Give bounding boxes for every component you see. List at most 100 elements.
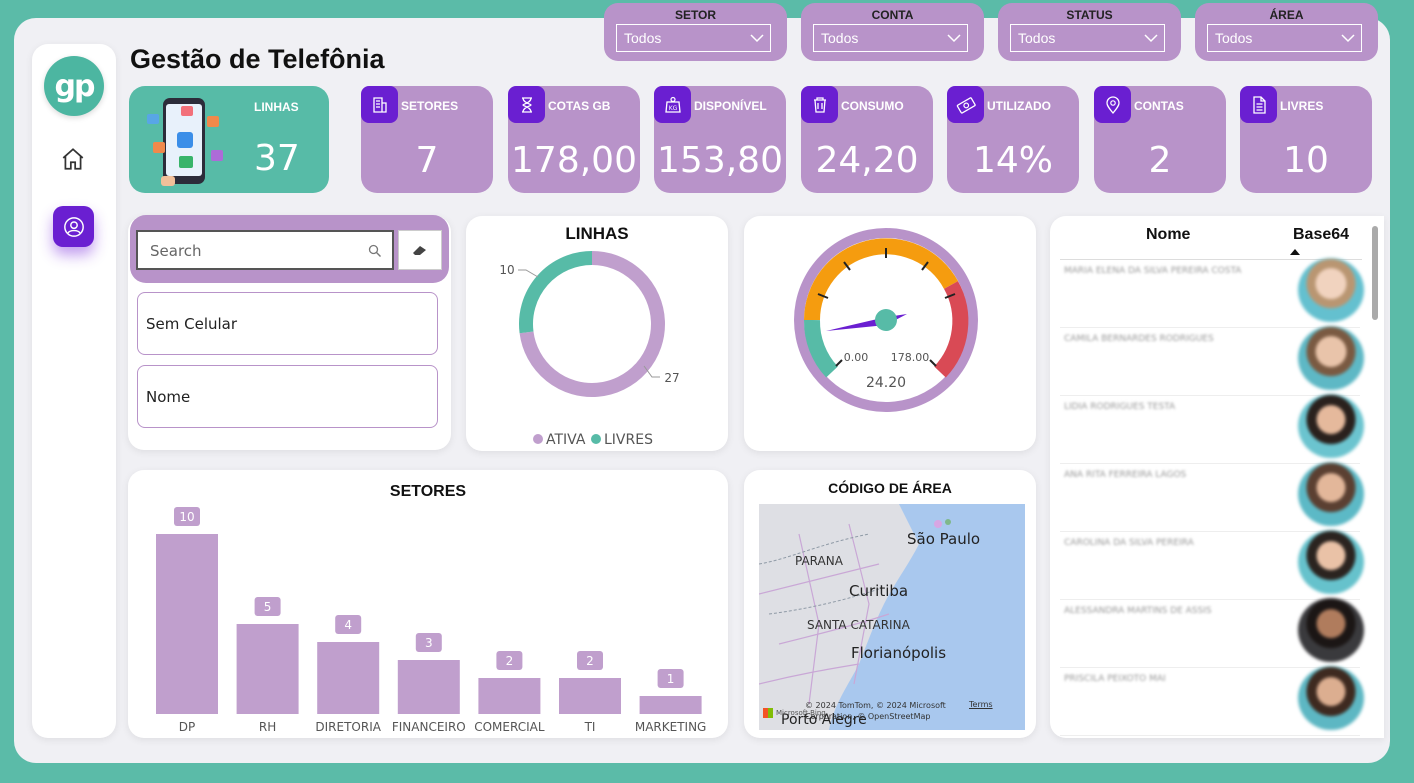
kpi-contas-card: CONTAS 2 — [1094, 86, 1226, 193]
table-row[interactable]: PRISCILA PEIXOTO MAI — [1060, 666, 1364, 736]
table-row[interactable]: LIDIA RODRIGUES TESTA — [1060, 394, 1364, 464]
setores-chart-card: SETORES 10 DP 5 RH 4 DIRETORIA 3 FINANCEIRO 2 COM… — [128, 470, 728, 738]
filter-area-dropdown[interactable]: Todos — [1207, 24, 1362, 52]
avatar — [1298, 598, 1364, 662]
kpi-label: UTILIZADO — [987, 99, 1051, 113]
kpi-label: LIVRES — [1280, 99, 1324, 113]
avatar — [1298, 394, 1364, 458]
map-brand: Microsoft Bing — [776, 709, 826, 717]
kpi-label: LINHAS — [254, 100, 299, 114]
donut-leader-line — [518, 269, 539, 278]
table-scrollbar[interactable] — [1372, 226, 1378, 320]
gp-logo: gp — [44, 56, 104, 116]
bar-value-badge — [415, 633, 442, 652]
donut-slice-livres[interactable] — [519, 251, 593, 334]
blurred-name: MARIA ELENA DA SILVA PEREIRA COSTA — [1064, 266, 1242, 276]
gauge-arc-teal — [804, 319, 839, 378]
filter-setor-dropdown[interactable]: Todos — [616, 24, 771, 52]
filter-status-dropdown[interactable]: Todos — [1010, 24, 1165, 52]
donut-chart-card: LINHAS 27 10 ATIVA LIVRES — [466, 216, 728, 451]
filter-conta: CONTA Todos — [801, 3, 984, 61]
table-row[interactable]: CAMILA BERNARDES RODRIGUES — [1060, 326, 1364, 396]
blurred-name: LIDIA RODRIGUES TESTA — [1064, 402, 1176, 412]
filter-label: SETOR — [674, 8, 717, 22]
kpi-value: 24,20 — [815, 140, 919, 181]
filter-conta-dropdown[interactable]: Todos — [813, 24, 968, 52]
donut-slice-ativa[interactable] — [519, 251, 665, 397]
user-circle-icon — [63, 216, 84, 237]
column-header-nome[interactable]: Nome — [1146, 226, 1191, 243]
bar-diretoria[interactable] — [317, 642, 380, 714]
map-label-florianopolis: Florianópolis — [851, 644, 947, 662]
kpi-label: CONTAS — [1134, 99, 1184, 113]
bar-category-label: COMERCIAL — [474, 720, 545, 734]
bar-dp[interactable] — [156, 534, 218, 714]
page-title: Gestão de Telefônia — [130, 44, 385, 74]
bar-value-label: 2 — [506, 654, 514, 668]
map-copyright: © 2024 TomTom, © 2024 Microsoft Corporat… — [805, 701, 946, 721]
bar-category-label: TI — [584, 720, 596, 734]
area-code-map[interactable]: São Paulo PARANA Curitiba SANTA CATARINA… — [759, 504, 1025, 730]
gauge-min-label: 0.00 — [844, 351, 869, 364]
sidebar: gp — [32, 44, 116, 738]
map-terms-link[interactable]: Terms — [969, 700, 993, 709]
slicer-item-sem-celular[interactable]: Sem Celular — [137, 292, 438, 355]
bar-category-label: RH — [259, 720, 276, 734]
legend-label: ATIVA — [546, 432, 586, 448]
table-row[interactable]: MARIA ELENA DA SILVA PEREIRA COSTA — [1060, 258, 1364, 328]
column-header-base64[interactable]: Base64 — [1293, 226, 1350, 243]
bar-value-label: 1 — [667, 672, 675, 686]
kpi-label: DISPONÍVEL — [694, 99, 767, 113]
kpi-value: 14% — [972, 140, 1053, 181]
bing-logo: Microsoft Bing — [763, 708, 826, 718]
svg-text:KG: KG — [668, 105, 677, 112]
table-row[interactable]: ALESSANDRA MARTINS DE ASSIS — [1060, 598, 1364, 668]
gauge-card: 0.00 178.00 24.20 — [744, 216, 1036, 451]
slicer-item-nome[interactable]: Nome — [137, 365, 438, 428]
map-label-parana: PARANA — [795, 554, 843, 568]
bar-value-label: 3 — [425, 636, 433, 650]
donut-chart-title: LINHAS — [565, 224, 629, 243]
map-background — [759, 504, 1025, 730]
table-row[interactable]: ANA RITA FERREIRA LAGOS — [1060, 462, 1364, 532]
bar-value-badge — [254, 597, 281, 616]
filter-area: ÁREA Todos — [1195, 3, 1378, 61]
gauge-chart: 0.00 178.00 24.20 — [794, 228, 978, 412]
sort-asc-icon — [1290, 249, 1300, 255]
search-icon — [368, 244, 381, 257]
bar-ti[interactable] — [559, 678, 621, 714]
map-label-porto-alegre: Porto Alegre — [781, 712, 867, 728]
blurred-name: ALESSANDRA MARTINS DE ASSIS — [1064, 606, 1212, 616]
gauge-arc-red — [934, 281, 969, 378]
bar-financeiro[interactable] — [397, 660, 460, 714]
user-nav-button[interactable] — [53, 206, 94, 247]
bar-rh[interactable] — [236, 624, 299, 714]
kpi-value: 37 — [254, 138, 300, 179]
filter-value: Todos — [821, 30, 859, 46]
donut-chart: 27 10 ATIVA LIVRES — [499, 251, 680, 448]
kpi-utilizado-card: UTILIZADO 14% — [947, 86, 1079, 193]
kpi-disponivel-card: KG DISPONÍVEL 153,80 — [654, 86, 786, 193]
home-icon[interactable] — [60, 146, 86, 172]
table-row[interactable]: CAROLINA DA SILVA PEREIRA — [1060, 530, 1364, 600]
avatar — [1298, 666, 1364, 730]
filter-value: Todos — [1215, 30, 1253, 46]
bar-marketing[interactable] — [639, 696, 702, 714]
map-title: CÓDIGO DE ÁREA — [828, 480, 952, 496]
kpi-value: 153,80 — [657, 140, 783, 181]
legend-label: LIVRES — [604, 432, 653, 448]
bar-value-badge — [174, 507, 200, 526]
chevron-down-icon — [1144, 34, 1158, 43]
kpi-consumo-card: CONSUMO 24,20 — [801, 86, 933, 193]
clear-filter-button[interactable] — [398, 230, 442, 270]
filter-value: Todos — [1018, 30, 1056, 46]
kpi-linhas-card: LINHAS 37 — [129, 86, 329, 193]
kpi-setores-card: SETORES 7 — [361, 86, 493, 193]
search-input[interactable]: Search — [136, 230, 394, 270]
bar-comercial[interactable] — [478, 678, 541, 714]
avatar — [1298, 326, 1364, 390]
donut-leader-line — [643, 365, 660, 378]
kpi-cotas-card: COTAS GB 178,00 — [508, 86, 640, 193]
map-label-curitiba: Curitiba — [849, 582, 909, 600]
bar-category-label: MARKETING — [635, 720, 707, 734]
